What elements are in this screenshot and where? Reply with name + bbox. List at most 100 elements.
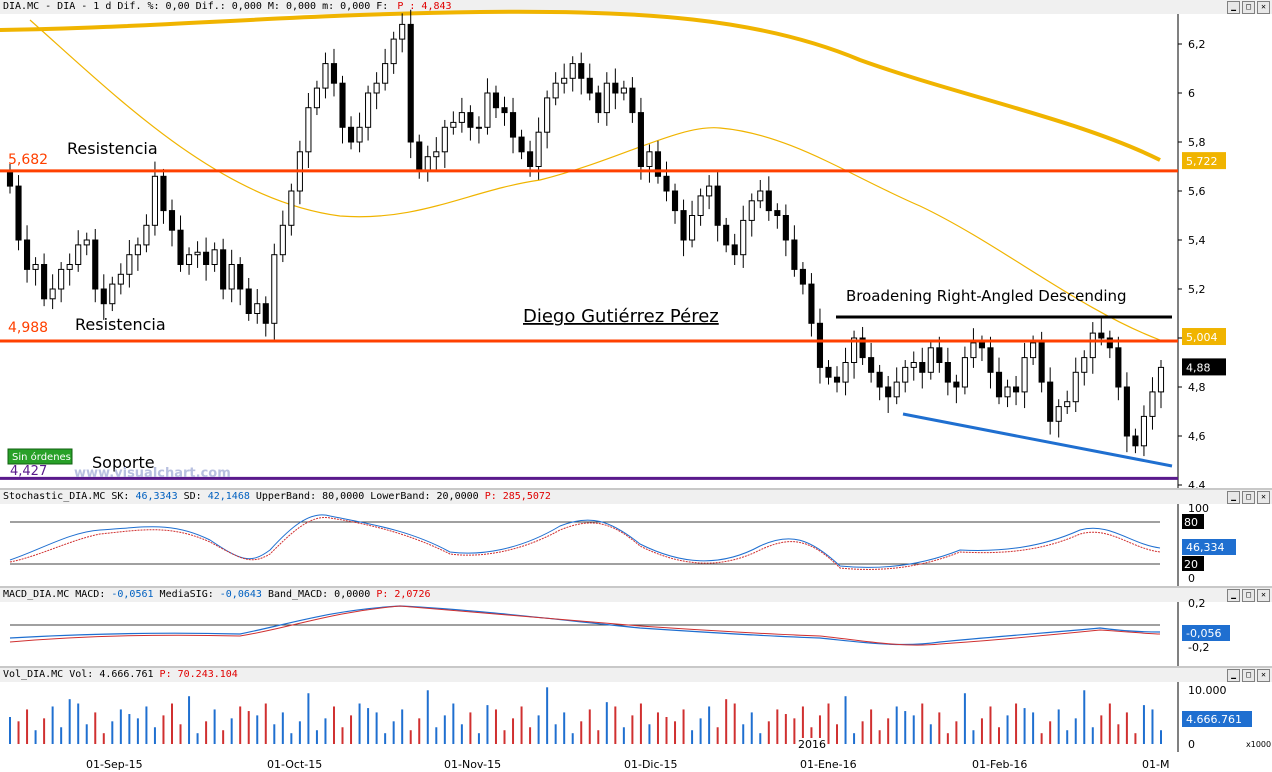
candle-body [868,357,875,373]
candle [467,105,474,141]
candle-body [185,254,193,265]
volume-header: Vol_DIA.MC Vol: 4.666.761 P: 70.243.104 [0,668,1272,682]
candle [339,75,346,144]
candle [305,93,312,168]
candle [390,31,397,74]
macd-sig-label: MediaSIG: [153,589,220,600]
stochastic-chart[interactable]: 10080200802046,334 [0,490,1272,586]
candle [765,176,772,221]
watermark: www.visualchart.com [74,466,231,481]
candle-body [390,38,397,65]
maximize-button[interactable]: □ [1242,491,1255,504]
candle [313,80,320,116]
candle [851,330,858,379]
candle-body [1021,357,1028,393]
candle-body [177,229,184,265]
candle-body [501,107,508,114]
candle [987,336,994,389]
candle-body [723,224,730,246]
candle-body [1089,332,1096,359]
candle-body [518,136,525,153]
close-button[interactable]: ✕ [1257,589,1270,602]
candle [237,257,244,306]
candle [774,203,781,229]
maximize-button[interactable]: □ [1242,589,1255,602]
candle [740,205,747,268]
close-button[interactable]: ✕ [1257,669,1270,682]
candle [1081,350,1088,386]
candle [791,225,798,277]
stochastic-sk: 46,3343 [135,491,178,502]
stoch-flag-bg [1182,539,1236,555]
candle-body [1081,357,1088,373]
no-orders-label: Sin órdenes [12,451,71,463]
candle-body [109,283,116,305]
candle [731,233,738,265]
candle-body [58,268,65,290]
resistance-1-label: Resistencia [67,139,158,158]
candle-body [339,82,346,128]
candle-body [527,151,534,168]
candle-body [689,215,696,241]
candle-body [535,131,542,167]
candle [262,296,269,337]
candle-body [467,112,474,128]
candle-body [910,362,917,368]
candle [714,171,721,242]
candle-body [1030,342,1037,359]
candle-body [936,347,943,363]
candle [6,164,14,194]
candle [501,96,508,126]
candle-body [1140,415,1148,447]
macd-rest: Band_MACD: 0,0000 [261,589,377,600]
macd-chart[interactable]: 0,2 -0,2-0,056 [0,588,1272,666]
price-chart[interactable]: 6,265,85,65,45,254,84,64,45,682Resistenc… [0,0,1272,488]
pane-separator[interactable] [0,488,1272,490]
candle [876,364,883,401]
price-window-buttons: ▁ □ ✕ [1227,1,1270,14]
candle [535,117,542,180]
minimize-button[interactable]: ▁ [1227,1,1240,14]
date-tick: 01-Ene-16 [800,758,857,771]
maximize-button[interactable]: □ [1242,1,1255,14]
pane-separator[interactable] [0,666,1272,668]
candle [1157,360,1165,409]
candle-body [620,87,627,94]
candle [185,247,193,275]
candle [194,241,201,268]
close-button[interactable]: ✕ [1257,491,1270,504]
maximize-button[interactable]: □ [1242,669,1255,682]
candle [407,9,414,159]
candle-body [995,371,1003,398]
candle-body [75,244,82,265]
candle [1140,405,1148,457]
pane-separator[interactable] [0,586,1272,588]
candle-body [279,224,286,256]
volume-pane: Vol_DIA.MC Vol: 4.666.761 P: 70.243.104 … [0,668,1272,752]
candle-body [450,121,457,128]
minimize-button[interactable]: ▁ [1227,491,1240,504]
candle [288,183,295,236]
candle [816,308,824,384]
candle [220,238,227,300]
candle-body [100,288,107,305]
candle-body [731,244,738,256]
candle [629,77,636,123]
candle-body [680,210,687,241]
price-axis-label: 5,8 [1188,136,1206,149]
candle [663,161,670,202]
candle [859,326,866,365]
stochastic-pane: Stochastic_DIA.MC SK: 46,3343 SD: 42,146… [0,490,1272,586]
close-button[interactable]: ✕ [1257,1,1270,14]
candle [1013,375,1020,406]
stochastic-header: Stochastic_DIA.MC SK: 46,3343 SD: 42,146… [0,490,1272,504]
candle [654,140,662,184]
minimize-button[interactable]: ▁ [1227,589,1240,602]
candle-body [876,371,883,388]
candle-body [347,126,355,143]
candle-body [475,126,482,129]
candle-body [245,288,252,314]
minimize-button[interactable]: ▁ [1227,669,1240,682]
author-label: Diego Gutiérrez Pérez [523,306,719,327]
